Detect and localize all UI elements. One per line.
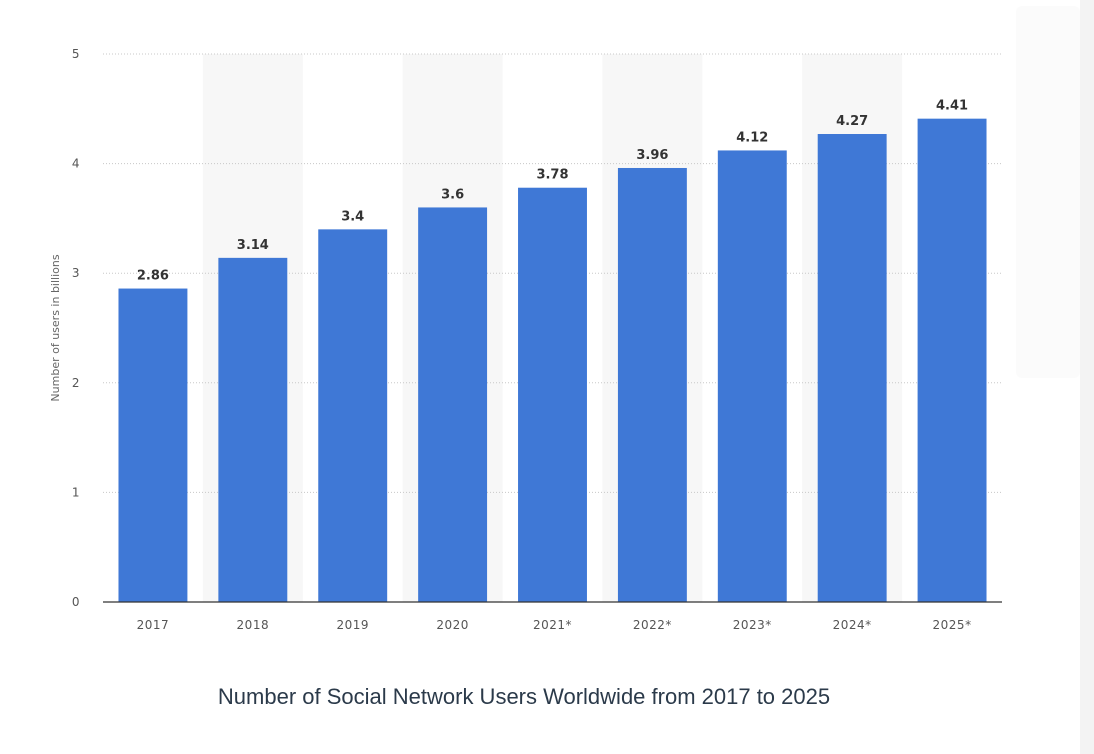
side-scrollbar [1080, 0, 1094, 754]
x-tick-label: 2022* [633, 618, 672, 632]
y-tick-label: 0 [72, 595, 80, 609]
y-tick-label: 3 [72, 266, 80, 280]
x-tick-label: 2025* [933, 618, 972, 632]
y-tick-label: 5 [72, 47, 80, 61]
data-label: 3.4 [341, 209, 364, 224]
bar-chart: 0 1 2 3 4 5 2.86 3.14 3.4 3.6 3.78 3.96 4.12 4.27 4.4… [49, 47, 1002, 632]
y-axis-ticks: 0 1 2 3 4 5 [72, 47, 80, 609]
data-label: 2.86 [137, 269, 169, 284]
y-tick-label: 1 [72, 485, 80, 499]
data-label: 4.41 [936, 99, 968, 114]
data-label: 4.12 [736, 130, 768, 145]
x-tick-label: 2018 [237, 618, 270, 632]
data-label: 4.27 [836, 114, 868, 129]
bars [118, 118, 987, 603]
x-tick-label: 2021* [533, 618, 572, 632]
x-tick-label: 2020 [436, 618, 469, 632]
bar[interactable] [118, 288, 188, 602]
bar[interactable] [717, 150, 787, 602]
y-tick-label: 2 [72, 376, 80, 390]
bar[interactable] [917, 118, 987, 602]
data-labels: 2.86 3.14 3.4 3.6 3.78 3.96 4.12 4.27 4.41 [137, 99, 968, 284]
bar[interactable] [518, 187, 587, 602]
bar[interactable] [318, 229, 388, 603]
bar[interactable] [817, 134, 887, 602]
data-label: 3.6 [441, 187, 464, 202]
x-tick-label: 2023* [733, 618, 772, 632]
data-label: 3.96 [636, 148, 668, 163]
data-label: 3.14 [237, 238, 269, 253]
x-tick-label: 2024* [833, 618, 872, 632]
x-tick-label: 2017 [137, 618, 170, 632]
bar[interactable] [617, 167, 687, 602]
x-tick-label: 2019 [336, 618, 369, 632]
x-axis-ticks: 2017 2018 2019 2020 2021* 2022* 2023* 2024* 2025… [137, 618, 972, 632]
side-panel [1016, 6, 1080, 378]
bar[interactable] [218, 257, 288, 602]
y-axis-title: Number of users in billions [49, 254, 62, 401]
bar[interactable] [418, 207, 488, 602]
data-label: 3.78 [536, 168, 568, 183]
chart-title: Number of Social Network Users Worldwide… [217, 684, 831, 709]
y-tick-label: 4 [72, 157, 80, 171]
